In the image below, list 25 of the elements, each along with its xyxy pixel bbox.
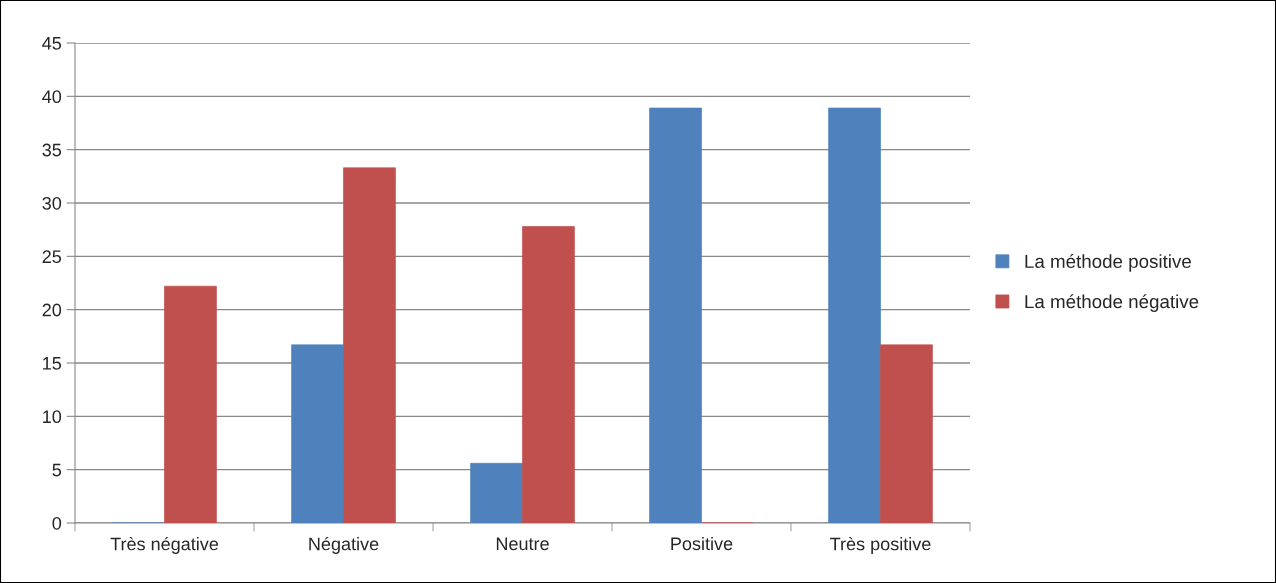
bar (522, 226, 575, 523)
bar (164, 285, 217, 523)
x-tick-label: Positive (671, 536, 733, 551)
y-tick-label: 40 (42, 90, 62, 104)
y-tick-label: 35 (42, 143, 62, 157)
y-tick-label: 15 (43, 357, 62, 370)
x-tick-label: Très positive (830, 536, 931, 554)
legend-label: La méthode négative (1025, 294, 1199, 312)
x-tick-label: Neutre (496, 537, 549, 551)
y-tick-label: 20 (42, 303, 62, 317)
bar (291, 344, 344, 523)
bar (828, 107, 881, 523)
x-tick-label: Très négative (110, 536, 219, 554)
y-tick-label: 5 (52, 463, 62, 477)
y-tick-label: 0 (52, 516, 62, 530)
bar (343, 167, 396, 523)
y-tick-label: 25 (42, 250, 62, 264)
bar (649, 107, 702, 523)
y-tick-label: 10 (43, 410, 62, 424)
bar (880, 344, 933, 523)
x-tick-label: Négative (309, 536, 379, 554)
bar (470, 462, 523, 523)
legend-label: La méthode positive (1025, 254, 1191, 272)
y-tick-label: 45 (42, 37, 62, 50)
y-tick-label: 30 (42, 196, 62, 210)
